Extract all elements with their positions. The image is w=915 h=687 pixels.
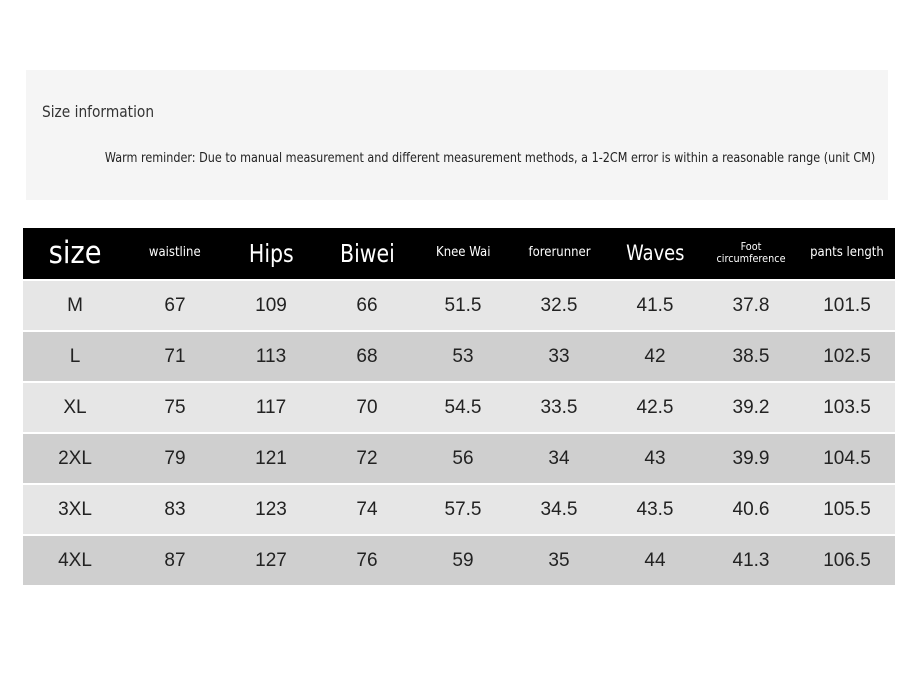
table-header-row: size waistline Hips Biwei Knee Wai forer… <box>23 228 895 280</box>
table-cell: 44 <box>607 534 703 585</box>
table-cell: L <box>23 330 127 382</box>
measurement-reminder: Warm reminder: Due to manual measurement… <box>26 150 888 166</box>
table-cell: 51.5 <box>415 279 511 331</box>
table-cell: 43 <box>607 432 703 484</box>
table-cell: 117 <box>223 381 319 433</box>
table-row: 2XL 79 121 72 56 34 43 39.9 104.5 <box>23 432 895 484</box>
table-cell: 35 <box>511 534 607 585</box>
table-cell: 79 <box>127 432 223 484</box>
column-header-waves: Waves <box>607 228 703 280</box>
table-cell: 4XL <box>23 534 127 585</box>
table-cell: 41.5 <box>607 279 703 331</box>
table-cell: 127 <box>223 534 319 585</box>
table-cell: 113 <box>223 330 319 382</box>
table-cell: 39.9 <box>703 432 799 484</box>
table-cell: 72 <box>319 432 415 484</box>
table-row: M 67 109 66 51.5 32.5 41.5 37.8 101.5 <box>23 279 895 331</box>
table-cell: 103.5 <box>799 381 895 433</box>
table-cell: 121 <box>223 432 319 484</box>
table-cell: 34 <box>511 432 607 484</box>
table-row: 3XL 83 123 74 57.5 34.5 43.5 40.6 105.5 <box>23 483 895 535</box>
table-cell: 53 <box>415 330 511 382</box>
size-chart-table: size waistline Hips Biwei Knee Wai forer… <box>23 228 895 585</box>
table-cell: 102.5 <box>799 330 895 382</box>
table-cell: 83 <box>127 483 223 535</box>
table-cell: 41.3 <box>703 534 799 585</box>
table-cell: 3XL <box>23 483 127 535</box>
table-cell: 70 <box>319 381 415 433</box>
column-header-biwei: Biwei <box>319 228 415 280</box>
table-cell: 56 <box>415 432 511 484</box>
table-cell: 40.6 <box>703 483 799 535</box>
table-cell: 71 <box>127 330 223 382</box>
column-header-foot-circumference: Foot circumference <box>703 228 799 280</box>
table-cell: 105.5 <box>799 483 895 535</box>
measurement-reminder-text: Warm reminder: Due to manual measurement… <box>104 150 876 166</box>
table-cell: 76 <box>319 534 415 585</box>
table-cell: 37.8 <box>703 279 799 331</box>
table-cell: 33.5 <box>511 381 607 433</box>
table-cell: 123 <box>223 483 319 535</box>
table-cell: 42 <box>607 330 703 382</box>
size-info-panel: Size information Warm reminder: Due to m… <box>26 70 888 200</box>
table-cell: 87 <box>127 534 223 585</box>
table-cell: 75 <box>127 381 223 433</box>
table-cell: XL <box>23 381 127 433</box>
table-cell: 109 <box>223 279 319 331</box>
table-cell: 74 <box>319 483 415 535</box>
table-cell: 38.5 <box>703 330 799 382</box>
table-cell: 39.2 <box>703 381 799 433</box>
table-cell: 34.5 <box>511 483 607 535</box>
table-cell: 2XL <box>23 432 127 484</box>
table-row: 4XL 87 127 76 59 35 44 41.3 106.5 <box>23 534 895 585</box>
table-cell: 57.5 <box>415 483 511 535</box>
table-cell: 54.5 <box>415 381 511 433</box>
table-cell: 104.5 <box>799 432 895 484</box>
column-header-pants-length: pants length <box>799 228 895 280</box>
column-header-size: size <box>23 228 127 280</box>
table-row: L 71 113 68 53 33 42 38.5 102.5 <box>23 330 895 382</box>
table-cell: 59 <box>415 534 511 585</box>
table-cell: 106.5 <box>799 534 895 585</box>
table-cell: 101.5 <box>799 279 895 331</box>
table-cell: 42.5 <box>607 381 703 433</box>
table-cell: 33 <box>511 330 607 382</box>
table-cell: 32.5 <box>511 279 607 331</box>
table-cell: M <box>23 279 127 331</box>
table-row: XL 75 117 70 54.5 33.5 42.5 39.2 103.5 <box>23 381 895 433</box>
table-cell: 43.5 <box>607 483 703 535</box>
column-header-forerunner: forerunner <box>511 228 607 280</box>
column-header-knee-wai: Knee Wai <box>415 228 511 280</box>
size-info-title: Size information <box>42 102 155 121</box>
table-cell: 66 <box>319 279 415 331</box>
column-header-waistline: waistline <box>127 228 223 280</box>
table-cell: 68 <box>319 330 415 382</box>
table-cell: 67 <box>127 279 223 331</box>
column-header-hips: Hips <box>223 228 319 280</box>
